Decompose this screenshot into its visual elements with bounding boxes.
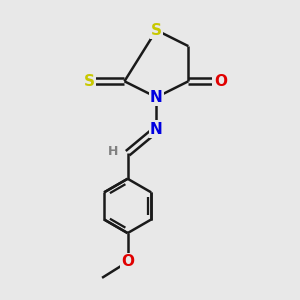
Text: S: S <box>151 23 162 38</box>
Text: O: O <box>214 74 227 89</box>
Text: N: N <box>150 90 163 105</box>
Text: N: N <box>150 122 163 137</box>
Text: H: H <box>108 145 119 158</box>
Text: S: S <box>84 74 95 89</box>
Text: O: O <box>121 254 134 269</box>
